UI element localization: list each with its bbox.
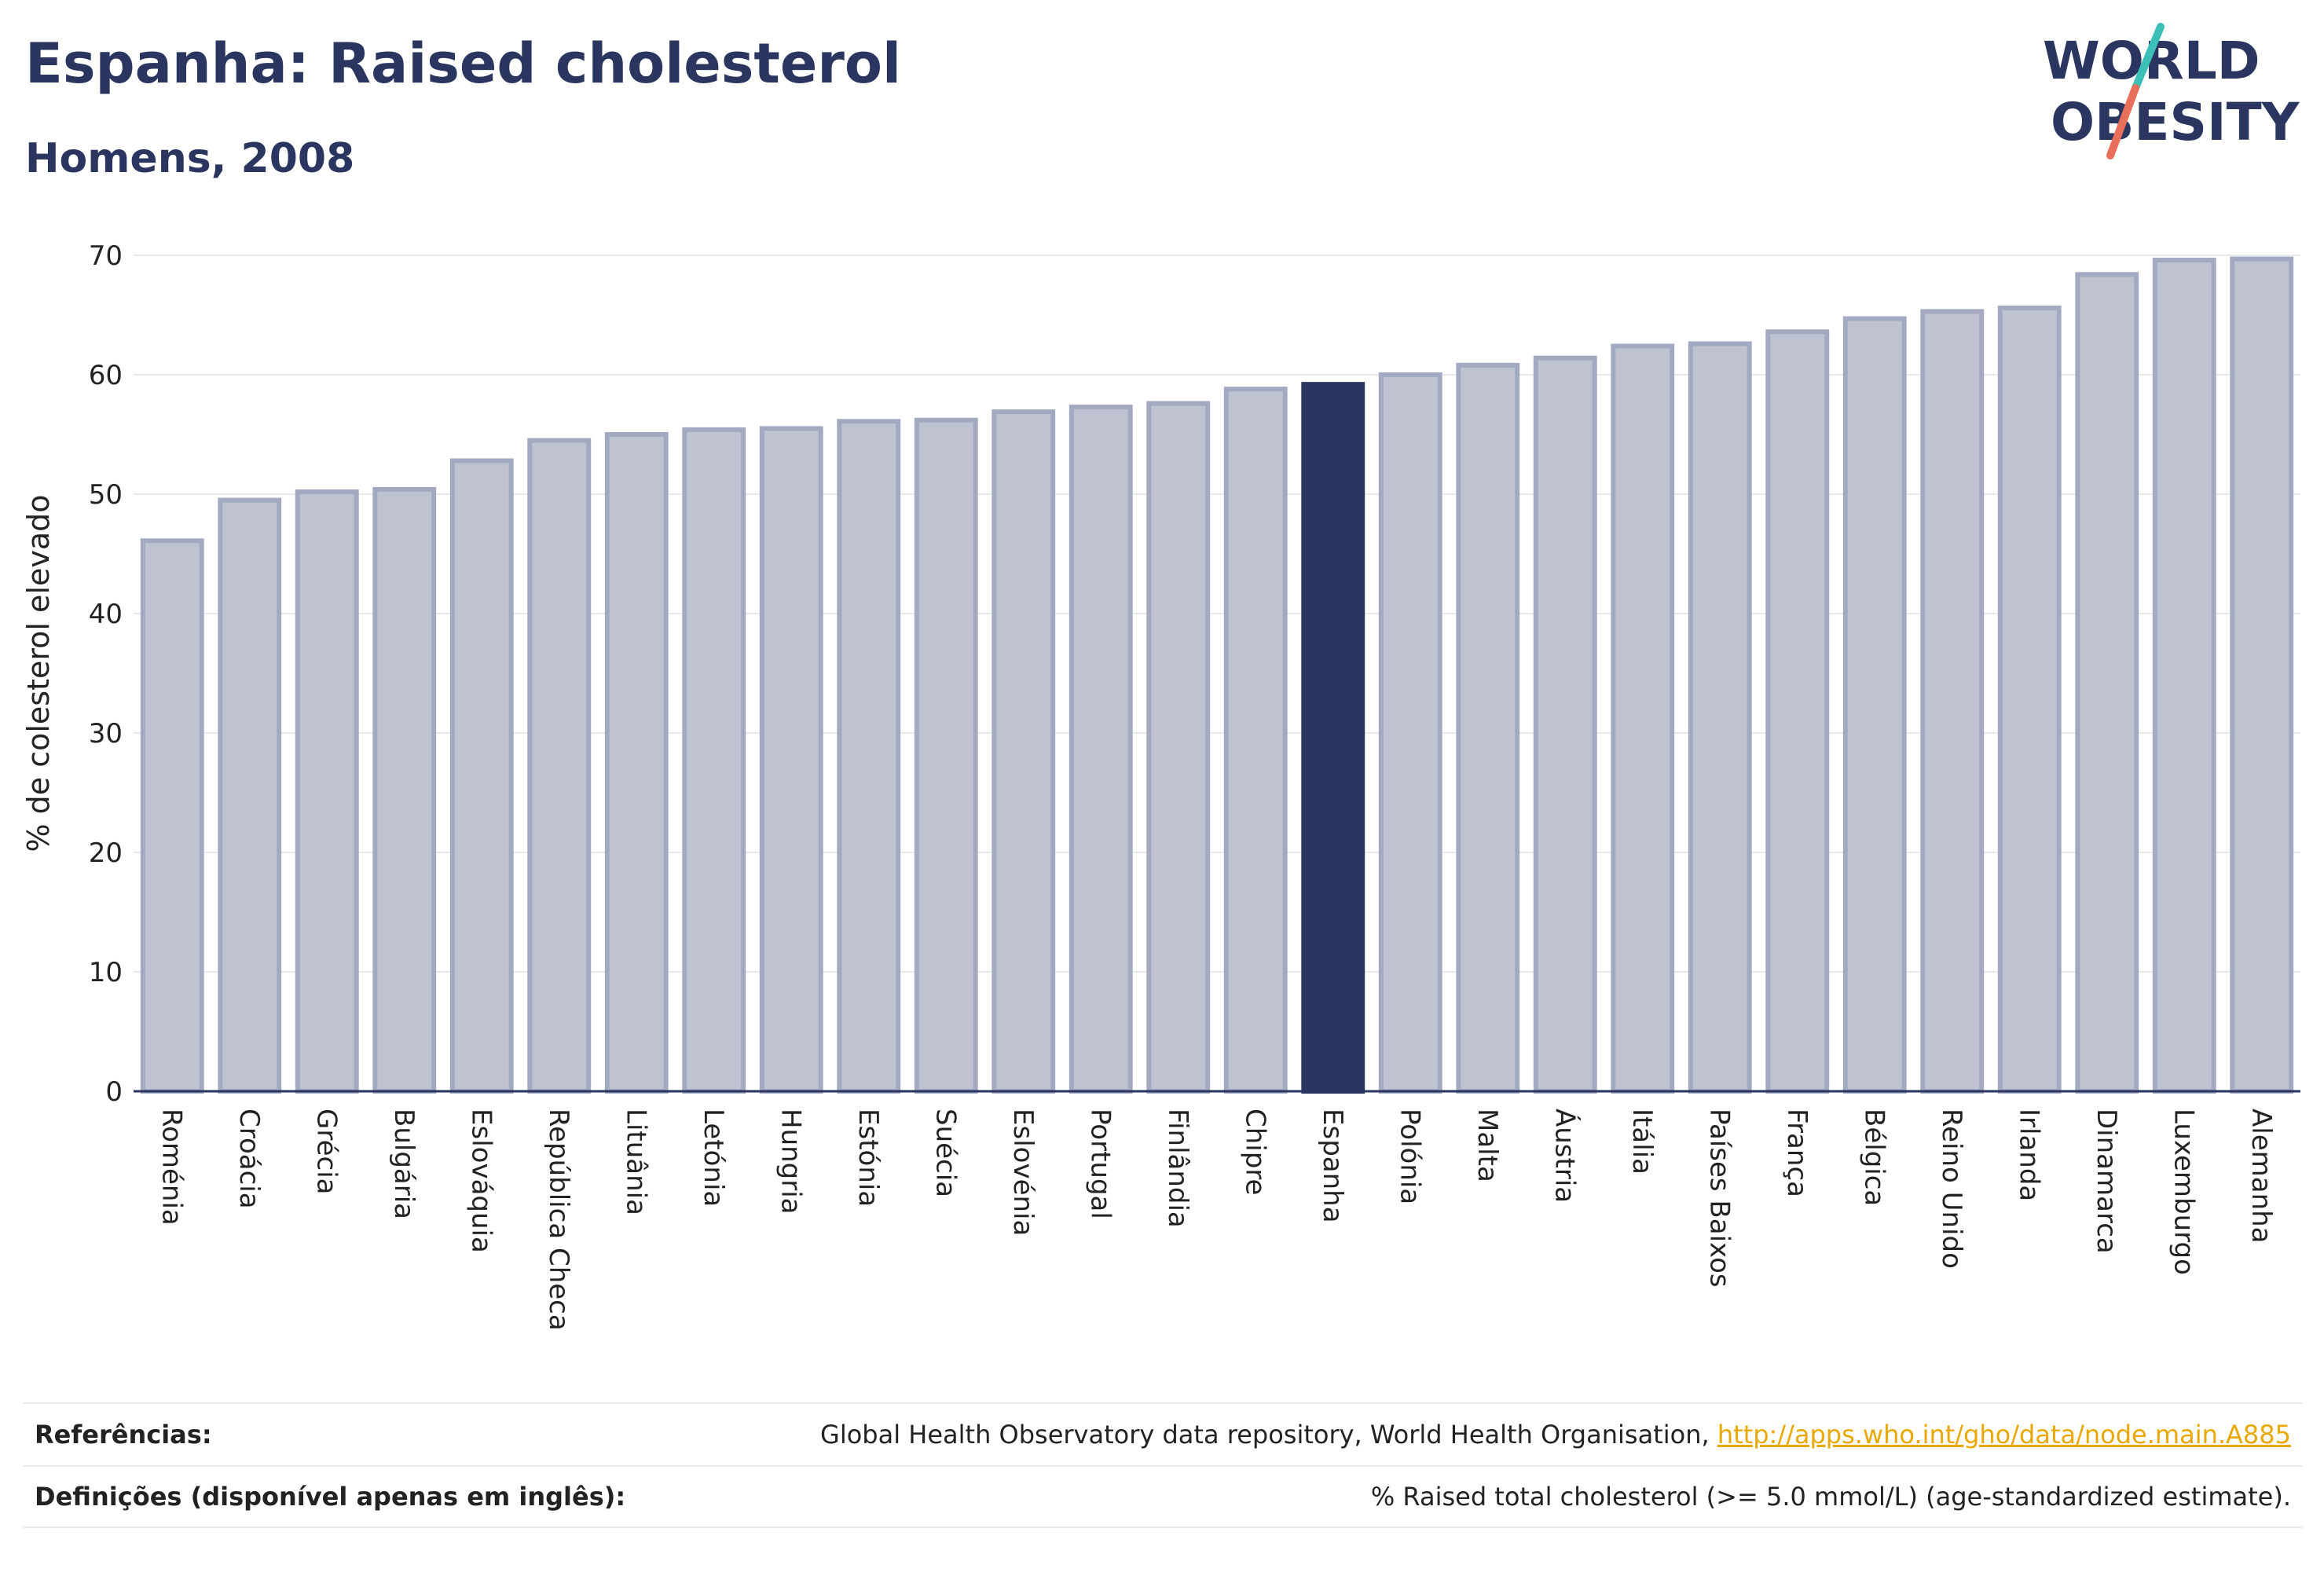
bar-polónia	[1378, 372, 1442, 1094]
references-value: Global Health Observatory data repositor…	[820, 1420, 2291, 1450]
x-tick-label: Áustria	[1549, 1109, 1581, 1203]
x-tick-label: Itália	[1626, 1109, 1658, 1175]
x-tick-label: França	[1781, 1109, 1813, 1197]
definitions-value: % Raised total cholesterol (>= 5.0 mmol/…	[1370, 1482, 2291, 1512]
x-tick-label: Bélgica	[1858, 1109, 1890, 1206]
chart-title: Espanha: Raised cholesterol	[25, 31, 901, 96]
chart-subtitle: Homens, 2008	[25, 135, 355, 182]
bar-lituânia	[604, 432, 669, 1094]
bar-reino-unido	[1920, 309, 1985, 1094]
definitions-label: Definições (disponível apenas em inglês)…	[35, 1482, 626, 1512]
bar-luxemburgo	[2152, 258, 2216, 1094]
bar-bélgica	[1842, 316, 1907, 1094]
bar-letónia	[682, 427, 746, 1094]
x-tick-label: Grécia	[310, 1109, 342, 1194]
y-tick-label: 0	[105, 1076, 123, 1108]
bar-eslovénia	[992, 409, 1056, 1094]
bar-espanha	[1301, 382, 1365, 1094]
y-tick-label: 50	[89, 479, 123, 511]
y-axis-label: % de colesterol elevado	[21, 494, 56, 852]
y-tick-label: 20	[89, 837, 123, 869]
x-tick-label: Portugal	[1084, 1109, 1116, 1219]
x-tick-label: Países Baixos	[1703, 1109, 1735, 1288]
bar-irlanda	[1997, 305, 2062, 1094]
x-tick-label: Dinamarca	[2091, 1109, 2122, 1254]
bar-república-checa	[527, 438, 592, 1094]
x-tick-label: Espanha	[1317, 1109, 1348, 1223]
x-tick-label: Irlanda	[2013, 1109, 2044, 1201]
y-tick-labels: 0 10 20 30 40 50 60 70	[89, 240, 123, 1108]
references-link[interactable]: http://apps.who.int/gho/data/node.main.A…	[1717, 1420, 2291, 1450]
bar-áustria	[1533, 355, 1597, 1094]
x-tick-label: Eslovénia	[1007, 1109, 1039, 1236]
x-tick-label: Croácia	[233, 1109, 265, 1209]
x-tick-label: Suécia	[929, 1109, 961, 1197]
y-tick-label: 30	[89, 718, 123, 750]
bars	[140, 256, 2294, 1094]
x-tick-label: Hungria	[775, 1109, 806, 1215]
x-tick-label: República Checa	[543, 1109, 574, 1331]
x-tick-label: Reino Unido	[1936, 1109, 1967, 1269]
bar-portugal	[1069, 405, 1133, 1094]
bar-chart: 0 10 20 30 40 50 60 70 Roménia Croácia Grécia Bulg…	[21, 240, 2300, 1331]
y-tick-label: 40	[89, 599, 123, 630]
x-tick-label: Alemanha	[2245, 1109, 2277, 1244]
y-tick-label: 60	[89, 360, 123, 391]
logo-line2: OBESITY	[2051, 92, 2300, 152]
x-tick-label: Luxemburgo	[2168, 1109, 2199, 1275]
x-tick-label: Roménia	[156, 1109, 187, 1226]
definitions-row: Definições (disponível apenas em inglês)…	[24, 1465, 2302, 1528]
x-tick-label: Chipre	[1239, 1109, 1270, 1195]
bar-países-baixos	[1688, 341, 1752, 1094]
bar-frança	[1765, 329, 1830, 1094]
x-tick-labels: Roménia Croácia Grécia Bulgária Eslováquia Re…	[156, 1109, 2277, 1331]
x-tick-label: Polónia	[1394, 1109, 1425, 1204]
world-obesity-logo: WORLD OBESITY	[2043, 23, 2300, 159]
bar-chipre	[1223, 387, 1288, 1094]
x-tick-label: Bulgária	[388, 1109, 420, 1219]
bar-eslováquia	[449, 458, 514, 1094]
footer-notes: Referências: Global Health Observatory d…	[24, 1402, 2302, 1528]
references-text: Global Health Observatory data repositor…	[820, 1420, 1717, 1450]
bar-bulgária	[372, 486, 437, 1094]
bar-croácia	[218, 497, 282, 1094]
bar-finlândia	[1146, 401, 1211, 1094]
references-row: Referências: Global Health Observatory d…	[24, 1402, 2302, 1465]
x-tick-label: Malta	[1472, 1109, 1503, 1182]
x-tick-label: Finlândia	[1162, 1109, 1193, 1228]
bar-dinamarca	[2075, 272, 2139, 1094]
bar-suécia	[914, 417, 978, 1094]
references-label: Referências:	[35, 1420, 212, 1450]
bar-estónia	[837, 419, 901, 1094]
x-tick-label: Estónia	[852, 1109, 884, 1207]
bar-roménia	[140, 538, 204, 1094]
y-tick-label: 70	[89, 240, 123, 272]
bar-itália	[1611, 343, 1675, 1094]
bar-grécia	[295, 489, 359, 1094]
bar-malta	[1456, 362, 1520, 1094]
x-tick-label: Lituânia	[620, 1109, 651, 1215]
y-tick-label: 10	[89, 957, 123, 988]
bar-hungria	[759, 426, 823, 1094]
x-tick-label: Eslováquia	[465, 1109, 497, 1253]
bar-alemanha	[2230, 256, 2294, 1094]
x-tick-label: Letónia	[698, 1109, 729, 1207]
